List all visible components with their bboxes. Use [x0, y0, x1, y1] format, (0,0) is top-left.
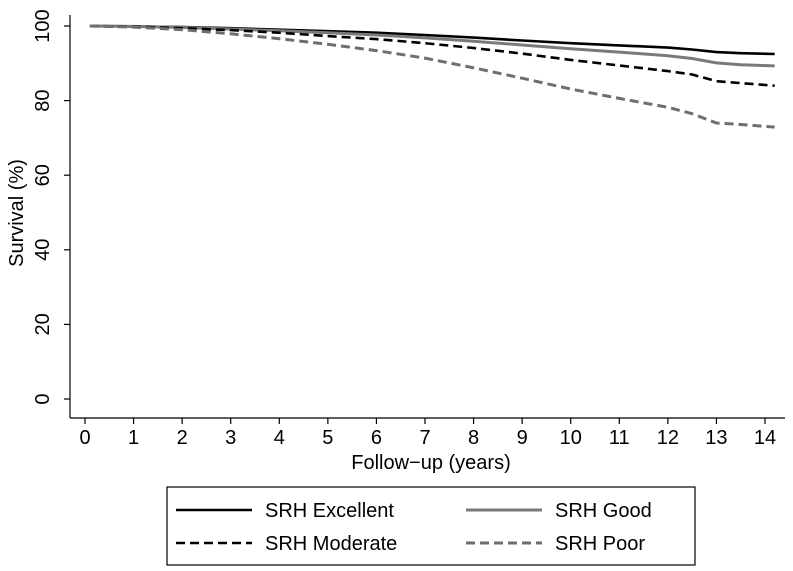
series-line-srh-moderate — [89, 24, 775, 87]
series-line-srh-good — [89, 24, 775, 68]
y-tick-label: 100 — [32, 9, 54, 42]
legend: SRH Excellent SRH Good SRH Moderate SRH Poo… — [166, 486, 696, 566]
series-line-srh-poor — [89, 24, 775, 129]
x-tick-label: 12 — [657, 427, 679, 449]
y-tick-label: 40 — [32, 239, 54, 261]
x-tick-label: 14 — [754, 427, 776, 449]
x-tick-label: 0 — [79, 427, 90, 449]
y-tick-label: 80 — [32, 89, 54, 111]
x-tick-label: 10 — [560, 427, 582, 449]
x-axis-title: Follow−up (years) — [351, 452, 511, 474]
x-tick-label: 7 — [419, 427, 430, 449]
y-axis-title: Survival (%) — [6, 159, 28, 267]
x-tick-label: 1 — [128, 427, 139, 449]
x-tick-label: 9 — [517, 427, 528, 449]
legend-label-srh-moderate: SRH Moderate — [265, 533, 397, 555]
x-tick-label: 4 — [274, 427, 285, 449]
x-tick-label: 8 — [468, 427, 479, 449]
legend-label-srh-good: SRH Good — [555, 500, 652, 522]
x-tick-label: 11 — [609, 427, 630, 449]
legend-box — [166, 486, 696, 566]
legend-label-srh-poor: SRH Poor — [555, 533, 645, 555]
y-tick-label: 0 — [32, 393, 54, 404]
x-tick-label: 13 — [705, 427, 727, 449]
x-tick-label: 6 — [371, 427, 382, 449]
x-tick-label: 2 — [177, 427, 188, 449]
legend-label-srh-excellent: SRH Excellent — [265, 500, 394, 522]
y-tick-label: 60 — [32, 164, 54, 186]
x-tick-label: 3 — [225, 427, 236, 449]
plot-area — [89, 24, 775, 129]
x-tick-label: 5 — [322, 427, 333, 449]
y-tick-label: 20 — [32, 313, 54, 335]
